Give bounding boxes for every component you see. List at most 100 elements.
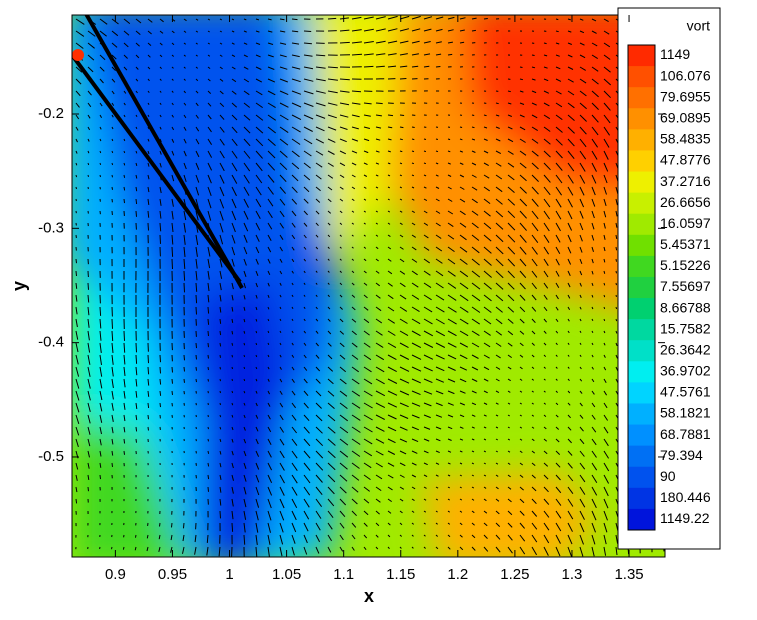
vector xyxy=(543,426,547,430)
vector xyxy=(603,462,610,472)
vector xyxy=(195,366,197,371)
vector xyxy=(387,462,395,467)
vector xyxy=(567,390,571,394)
vector xyxy=(555,54,560,57)
vector xyxy=(327,414,336,422)
vector xyxy=(507,402,511,405)
vector xyxy=(435,270,444,277)
vector xyxy=(555,438,560,443)
vector xyxy=(183,66,186,69)
vector xyxy=(243,30,247,33)
vector xyxy=(219,258,223,268)
legend-label: 180.446 xyxy=(660,489,711,505)
vector xyxy=(579,546,584,557)
vector xyxy=(495,366,501,370)
vector xyxy=(279,438,285,446)
vector xyxy=(339,426,349,434)
vector xyxy=(459,510,463,513)
vector xyxy=(543,414,547,417)
vector xyxy=(243,18,247,21)
vector xyxy=(327,222,331,226)
vector xyxy=(495,174,503,180)
vector xyxy=(567,330,570,334)
vector xyxy=(75,42,84,49)
vector xyxy=(555,378,558,381)
vector xyxy=(267,330,270,334)
vector xyxy=(411,414,420,419)
vector xyxy=(243,402,246,406)
vector xyxy=(591,30,597,34)
vector xyxy=(435,138,439,140)
vector xyxy=(591,474,598,484)
vector xyxy=(603,318,606,322)
vector xyxy=(123,354,126,365)
vector xyxy=(531,174,539,182)
vector xyxy=(267,390,271,395)
vector xyxy=(387,546,390,550)
vector xyxy=(231,522,234,532)
vector xyxy=(507,90,511,93)
vector xyxy=(591,66,599,72)
vector xyxy=(519,126,526,131)
vector xyxy=(591,390,595,395)
vector xyxy=(435,222,441,227)
vector xyxy=(387,40,398,44)
vector xyxy=(327,342,332,347)
vector xyxy=(255,30,260,33)
vector xyxy=(363,366,372,373)
vector xyxy=(519,162,527,169)
vector xyxy=(435,282,444,289)
vector xyxy=(603,438,609,447)
vector xyxy=(579,426,584,432)
vector xyxy=(615,282,617,286)
vector xyxy=(591,198,596,207)
vector xyxy=(99,342,102,353)
vector xyxy=(387,378,398,384)
vector xyxy=(339,41,350,44)
vector xyxy=(75,414,80,425)
vector xyxy=(507,150,514,155)
vector xyxy=(495,378,500,382)
vector xyxy=(471,234,480,241)
vector xyxy=(375,534,379,538)
vector xyxy=(435,402,443,407)
vector xyxy=(291,378,295,383)
vector xyxy=(567,402,571,406)
vector xyxy=(363,150,369,154)
vector xyxy=(435,41,442,44)
vector xyxy=(495,426,499,429)
vector xyxy=(399,138,403,141)
vector xyxy=(363,246,367,249)
vector xyxy=(267,318,270,322)
vector xyxy=(399,366,410,372)
vector xyxy=(399,222,403,226)
vector xyxy=(363,306,369,311)
vector xyxy=(471,498,475,501)
vector xyxy=(603,366,607,371)
legend-swatch xyxy=(628,276,655,299)
vector xyxy=(603,42,611,48)
vector xyxy=(459,474,463,477)
vector xyxy=(171,90,174,93)
vector xyxy=(423,282,432,289)
vector xyxy=(87,66,94,73)
vector xyxy=(399,198,403,201)
vector xyxy=(555,234,561,243)
vector xyxy=(603,546,607,556)
vector xyxy=(447,498,450,501)
vector xyxy=(447,534,451,538)
vector xyxy=(579,534,584,545)
y-tick-label: -0.2 xyxy=(38,105,64,122)
vector xyxy=(507,330,514,336)
vector xyxy=(363,114,371,117)
vector xyxy=(255,330,258,334)
vector xyxy=(327,246,330,249)
vector xyxy=(255,438,259,445)
vector xyxy=(375,138,381,141)
vector xyxy=(351,186,356,190)
vector xyxy=(423,522,426,525)
vector xyxy=(507,342,513,347)
vector xyxy=(555,306,559,311)
legend-label: 5.15226 xyxy=(660,257,711,273)
vector xyxy=(543,354,547,358)
